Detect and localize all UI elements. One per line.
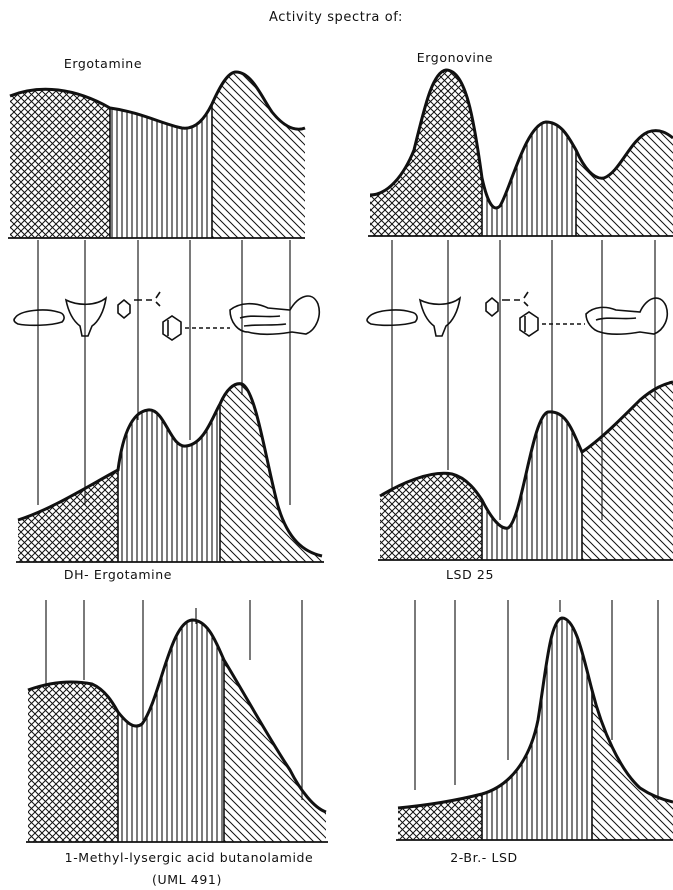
spectrum-2br-lsd <box>396 616 673 841</box>
label-2br-lsd: 2-Br.- LSD <box>450 850 518 865</box>
spectrum-ergotamine <box>8 70 306 239</box>
label-ergonovine: Ergonovine <box>416 50 494 65</box>
gut-icon <box>366 309 418 327</box>
organ-sketches-left <box>13 291 321 341</box>
guide-lines-left <box>37 240 291 505</box>
label-lsd25: LSD 25 <box>445 567 495 582</box>
spectrum-lsd25 <box>378 380 673 561</box>
label-uml491: (UML 491) <box>152 872 222 887</box>
spectrum-uml491 <box>26 618 328 843</box>
cns-icon <box>585 297 669 336</box>
spectrum-dh-ergotamine <box>16 382 324 563</box>
label-methyl-lysergic: 1-Methyl-lysergic acid butanolamide <box>64 850 314 865</box>
ring-structure-icon <box>162 315 182 341</box>
label-ergotamine: Ergotamine <box>63 56 143 71</box>
uterus-icon <box>418 296 462 337</box>
guide-lines-uml491 <box>45 600 303 800</box>
ring-structure-icon <box>519 311 539 337</box>
guide-lines-2br-lsd <box>414 600 659 800</box>
spectrum-ergonovine <box>368 68 673 237</box>
figure-title: Activity spectra of: <box>269 10 403 25</box>
label-dh-ergotamine: DH- Ergotamine <box>63 567 173 582</box>
uterus-icon <box>64 296 108 337</box>
cns-icon <box>229 295 321 336</box>
gut-icon <box>13 309 65 327</box>
organ-sketches-right <box>366 291 669 337</box>
vessel-icon <box>117 298 131 320</box>
vessel-icon <box>485 296 499 318</box>
